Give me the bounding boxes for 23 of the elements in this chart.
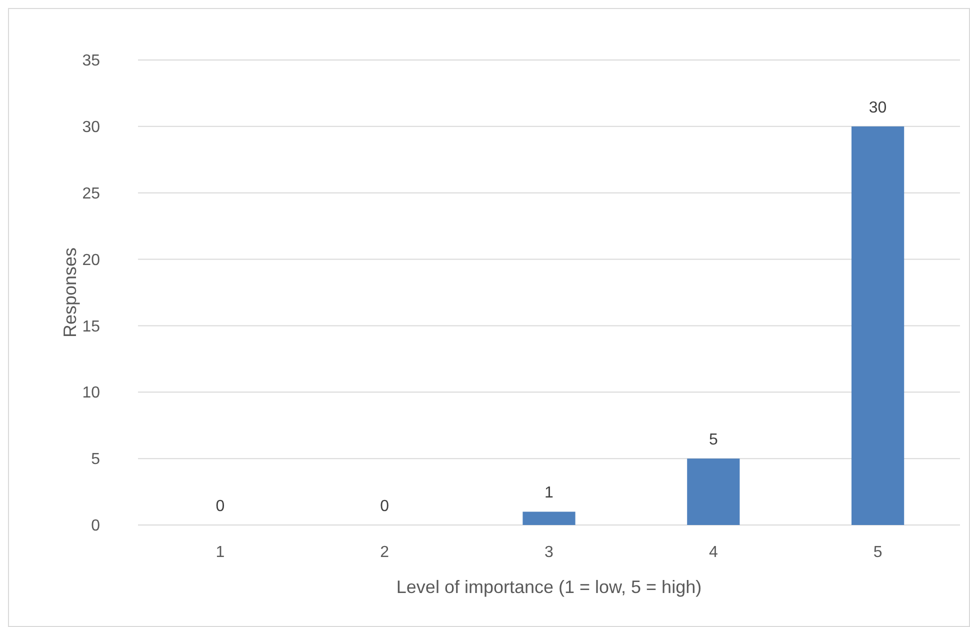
x-tick-label: 2 [380,544,390,561]
data-label: 5 [708,432,718,449]
x-tick-label: 1 [216,544,225,561]
x-tick-label: 5 [873,544,882,561]
bar [851,126,904,525]
y-tick-label: 0 [91,518,100,535]
bar [687,458,740,525]
y-tick-label: 15 [82,318,100,336]
x-tick-label: 4 [708,544,718,561]
data-label: 0 [380,498,390,515]
y-tick-label: 30 [82,119,100,136]
y-tick-label: 35 [82,52,100,70]
y-tick-label: 20 [82,252,100,269]
data-label: 30 [868,99,887,116]
bar [522,512,576,525]
y-tick-label: 5 [91,451,100,468]
x-tick-label: 3 [544,544,554,561]
y-tick-label: 10 [82,384,100,402]
x-axis-title: Level of importance (1 = low, 5 = high) [396,577,702,597]
y-tick-label: 25 [82,185,100,202]
data-label: 0 [216,498,225,515]
data-label: 1 [544,484,554,502]
y-axis-title: Responses [60,247,80,338]
